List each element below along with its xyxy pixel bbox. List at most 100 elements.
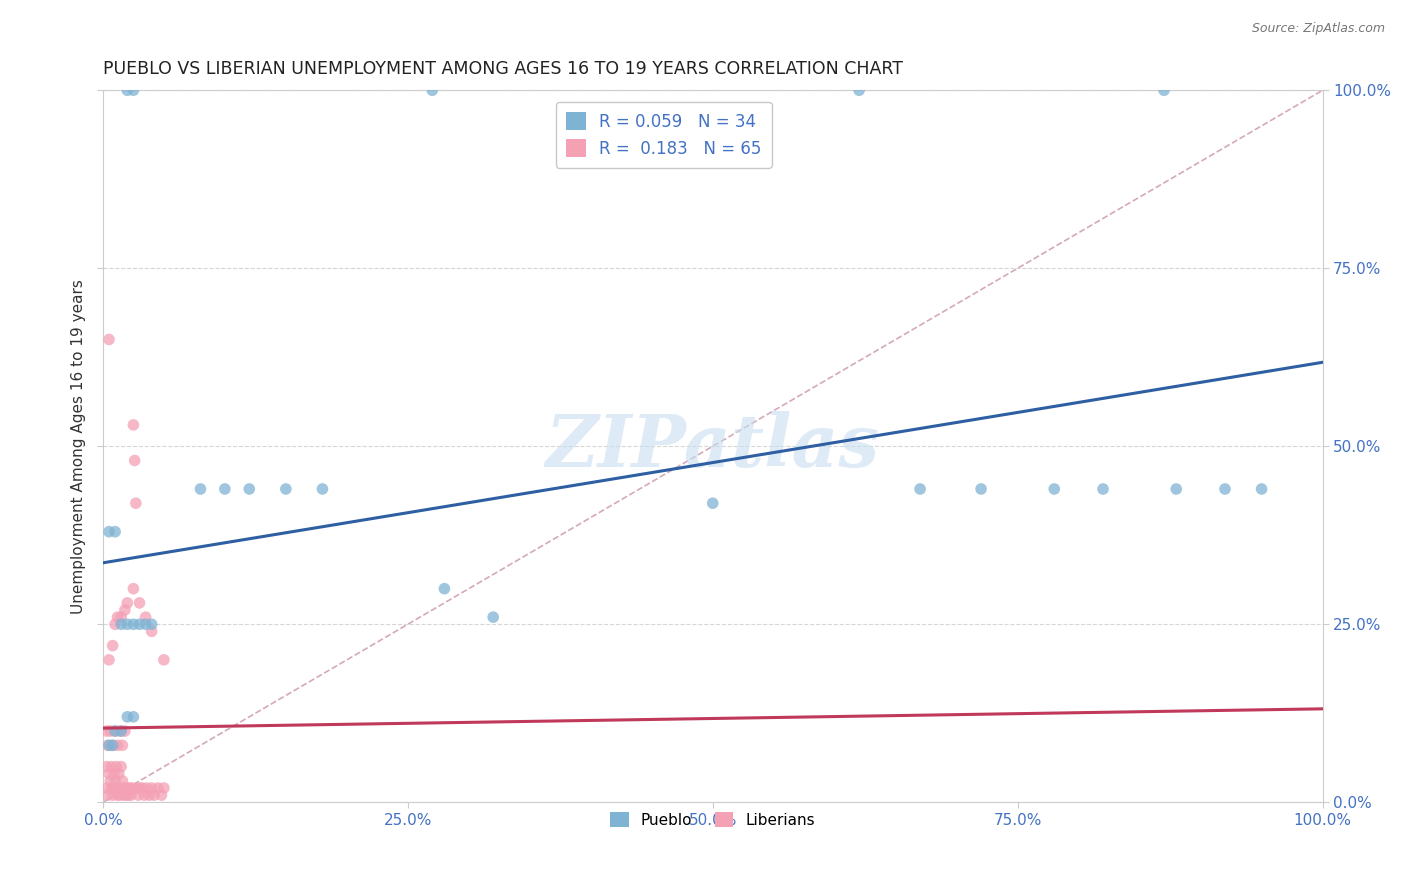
- Point: [433, 582, 456, 596]
- Point: [1092, 482, 1115, 496]
- Point: [908, 482, 931, 496]
- Point: [98, 653, 121, 667]
- Point: [101, 739, 124, 753]
- Point: [114, 603, 136, 617]
- Point: [1043, 482, 1066, 496]
- Point: [110, 617, 132, 632]
- Point: [96, 759, 118, 773]
- Point: [124, 453, 146, 467]
- Point: [238, 482, 260, 496]
- Point: [311, 482, 333, 496]
- Point: [112, 788, 135, 802]
- Point: [107, 788, 129, 802]
- Point: [98, 739, 121, 753]
- Point: [110, 610, 132, 624]
- Point: [121, 780, 143, 795]
- Point: [131, 780, 153, 795]
- Point: [125, 780, 148, 795]
- Point: [134, 788, 156, 802]
- Point: [110, 724, 132, 739]
- Point: [104, 724, 127, 739]
- Point: [146, 780, 169, 795]
- Point: [141, 617, 163, 632]
- Point: [1166, 482, 1188, 496]
- Point: [702, 496, 724, 510]
- Point: [103, 780, 125, 795]
- Point: [420, 83, 443, 97]
- Point: [128, 596, 150, 610]
- Point: [970, 482, 993, 496]
- Point: [114, 724, 136, 739]
- Point: [104, 524, 127, 539]
- Point: [135, 617, 157, 632]
- Point: [153, 653, 176, 667]
- Point: [1250, 482, 1272, 496]
- Point: [128, 617, 150, 632]
- Point: [103, 766, 125, 780]
- Point: [122, 710, 145, 724]
- Point: [107, 739, 129, 753]
- Point: [111, 773, 134, 788]
- Text: ZIPatlas: ZIPatlas: [546, 410, 880, 482]
- Point: [111, 739, 134, 753]
- Point: [141, 624, 163, 639]
- Point: [107, 766, 129, 780]
- Point: [101, 788, 124, 802]
- Point: [214, 482, 236, 496]
- Point: [100, 759, 122, 773]
- Text: PUEBLO VS LIBERIAN UNEMPLOYMENT AMONG AGES 16 TO 19 YEARS CORRELATION CHART: PUEBLO VS LIBERIAN UNEMPLOYMENT AMONG AG…: [103, 60, 903, 78]
- Y-axis label: Unemployment Among Ages 16 to 19 years: Unemployment Among Ages 16 to 19 years: [72, 279, 86, 614]
- Point: [128, 780, 150, 795]
- Point: [143, 788, 166, 802]
- Point: [104, 724, 127, 739]
- Point: [135, 610, 157, 624]
- Point: [127, 788, 149, 802]
- Point: [117, 83, 139, 97]
- Point: [117, 596, 139, 610]
- Point: [482, 610, 505, 624]
- Point: [153, 780, 176, 795]
- Point: [97, 739, 120, 753]
- Point: [848, 83, 870, 97]
- Point: [98, 766, 121, 780]
- Point: [122, 617, 145, 632]
- Point: [107, 780, 129, 795]
- Point: [101, 739, 124, 753]
- Point: [117, 780, 139, 795]
- Point: [98, 724, 121, 739]
- Point: [138, 788, 160, 802]
- Point: [114, 780, 136, 795]
- Text: Source: ZipAtlas.com: Source: ZipAtlas.com: [1251, 22, 1385, 36]
- Point: [274, 482, 297, 496]
- Point: [98, 524, 121, 539]
- Point: [100, 780, 122, 795]
- Point: [110, 759, 132, 773]
- Point: [141, 780, 163, 795]
- Point: [105, 759, 128, 773]
- Point: [115, 788, 138, 802]
- Point: [104, 773, 127, 788]
- Point: [120, 788, 142, 802]
- Point: [122, 83, 145, 97]
- Point: [108, 724, 131, 739]
- Point: [122, 582, 145, 596]
- Point: [98, 333, 121, 347]
- Point: [98, 773, 121, 788]
- Point: [117, 710, 139, 724]
- Point: [107, 610, 129, 624]
- Point: [105, 780, 128, 795]
- Point: [96, 780, 118, 795]
- Point: [96, 724, 118, 739]
- Point: [150, 788, 173, 802]
- Point: [117, 788, 139, 802]
- Point: [118, 780, 141, 795]
- Point: [190, 482, 212, 496]
- Point: [104, 617, 127, 632]
- Point: [108, 788, 131, 802]
- Point: [101, 639, 124, 653]
- Point: [122, 417, 145, 432]
- Point: [110, 780, 132, 795]
- Legend: Pueblo, Liberians: Pueblo, Liberians: [605, 806, 821, 834]
- Point: [135, 780, 157, 795]
- Point: [1213, 482, 1236, 496]
